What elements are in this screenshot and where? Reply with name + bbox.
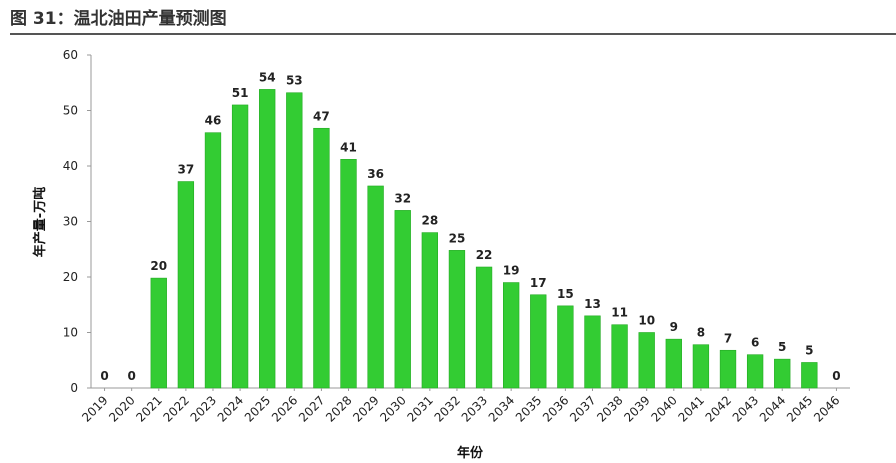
- x-tick-group: 2019202020212022202320242025202620272028…: [79, 388, 843, 425]
- bar-2032: [448, 250, 466, 389]
- bar-2025: [259, 89, 276, 389]
- data-label-2037: 13: [584, 297, 601, 311]
- y-axis-title: 年产量-万吨: [32, 187, 48, 257]
- x-tick-label-2019: 2019: [79, 393, 110, 424]
- data-label-2039: 10: [638, 314, 655, 328]
- data-label-2035: 17: [530, 276, 547, 290]
- bar-2034: [502, 282, 520, 389]
- x-tick-label-2026: 2026: [269, 393, 300, 424]
- bar-2023: [204, 132, 222, 389]
- x-tick-label-2045: 2045: [784, 393, 815, 424]
- bar-2038: [611, 324, 628, 389]
- bar-2024: [231, 104, 249, 389]
- data-label-2044: 5: [778, 340, 786, 354]
- y-tick-label: 40: [63, 159, 78, 173]
- bar-2028: [340, 159, 357, 389]
- y-tick-label: 20: [63, 270, 78, 284]
- data-label-2029: 36: [367, 167, 384, 181]
- data-label-2025: 54: [259, 70, 276, 84]
- y-tick-label: 10: [63, 326, 78, 340]
- x-tick-label-2046: 2046: [811, 393, 842, 424]
- data-label-2042: 7: [724, 331, 732, 345]
- data-label-2023: 46: [205, 114, 222, 128]
- data-label-2019: 0: [100, 369, 108, 383]
- bar-2043: [746, 354, 764, 389]
- data-label-group: 0 0 20 37 46 51 54 53 47 41 36 32 28 25 22 19 17 15 13 11 10…: [100, 70, 840, 383]
- x-tick-label-2037: 2037: [567, 393, 598, 424]
- x-tick-label-2034: 2034: [486, 393, 517, 424]
- bar-2041: [692, 344, 710, 389]
- data-label-2022: 37: [178, 163, 195, 177]
- y-tick-label: 0: [70, 381, 78, 395]
- data-label-2038: 11: [611, 306, 628, 320]
- x-tick-label-2021: 2021: [133, 393, 164, 424]
- x-tick-label-2024: 2024: [215, 393, 246, 424]
- x-tick-label-2030: 2030: [377, 393, 408, 424]
- y-tick-group: 0 10 20 30 40 50 60: [63, 48, 91, 395]
- bar-2030: [394, 210, 411, 389]
- bar-2027: [313, 127, 330, 389]
- data-label-2034: 19: [503, 264, 520, 278]
- x-tick-label-2042: 2042: [703, 393, 734, 424]
- bar-2029: [367, 185, 384, 389]
- x-tick-label-2036: 2036: [540, 393, 571, 424]
- data-label-2027: 47: [313, 109, 330, 123]
- bar-2045: [801, 362, 818, 389]
- bar-2037: [584, 315, 601, 389]
- bar-2026: [286, 92, 303, 389]
- bar-2033: [475, 266, 493, 389]
- data-label-2032: 25: [449, 231, 466, 245]
- data-label-2033: 22: [476, 248, 493, 262]
- y-tick-label: 60: [63, 48, 78, 62]
- data-label-2020: 0: [127, 369, 135, 383]
- x-tick-label-2039: 2039: [621, 393, 652, 424]
- data-label-2041: 8: [697, 326, 705, 340]
- bar-2039: [638, 332, 655, 389]
- bar-2021: [150, 277, 167, 389]
- data-label-2024: 51: [232, 86, 249, 100]
- x-tick-label-2025: 2025: [242, 393, 273, 424]
- x-tick-label-2027: 2027: [296, 393, 327, 424]
- data-label-2026: 53: [286, 74, 303, 88]
- bar-2036: [557, 305, 574, 389]
- x-tick-label-2032: 2032: [432, 393, 463, 424]
- data-label-2043: 6: [751, 336, 759, 350]
- figure-title: 图 31：温北油田产量预测图: [10, 9, 227, 29]
- data-label-2036: 15: [557, 287, 574, 301]
- bar-2022: [177, 181, 195, 389]
- x-tick-label-2038: 2038: [594, 393, 625, 424]
- x-tick-label-2029: 2029: [350, 393, 381, 424]
- x-tick-label-2020: 2020: [106, 393, 137, 424]
- data-label-2040: 9: [670, 320, 678, 334]
- title-divider: [10, 33, 896, 35]
- y-tick-label: 30: [63, 215, 78, 229]
- bar-group: [150, 89, 818, 389]
- data-label-2031: 28: [421, 214, 438, 228]
- x-tick-label-2044: 2044: [757, 393, 788, 424]
- x-tick-label-2033: 2033: [459, 393, 490, 424]
- x-tick-label-2043: 2043: [730, 393, 761, 424]
- data-label-2028: 41: [340, 140, 357, 154]
- x-axis-title: 年份: [457, 445, 484, 461]
- bar-2044: [774, 358, 791, 389]
- x-tick-label-2041: 2041: [676, 393, 707, 424]
- bar-2040: [665, 338, 682, 389]
- bar-2035: [530, 294, 547, 389]
- x-tick-label-2022: 2022: [160, 393, 191, 424]
- bar-2031: [421, 232, 439, 389]
- x-tick-label-2040: 2040: [648, 393, 679, 424]
- bar-2042: [719, 349, 737, 389]
- x-tick-label-2028: 2028: [323, 393, 354, 424]
- data-label-2045: 5: [805, 343, 813, 357]
- y-tick-label: 50: [63, 104, 78, 118]
- x-tick-label-2031: 2031: [404, 393, 435, 424]
- data-label-2046: 0: [832, 369, 840, 383]
- data-label-2021: 20: [150, 259, 167, 273]
- x-tick-label-2023: 2023: [188, 393, 219, 424]
- x-tick-label-2035: 2035: [513, 393, 544, 424]
- data-label-2030: 32: [394, 191, 411, 205]
